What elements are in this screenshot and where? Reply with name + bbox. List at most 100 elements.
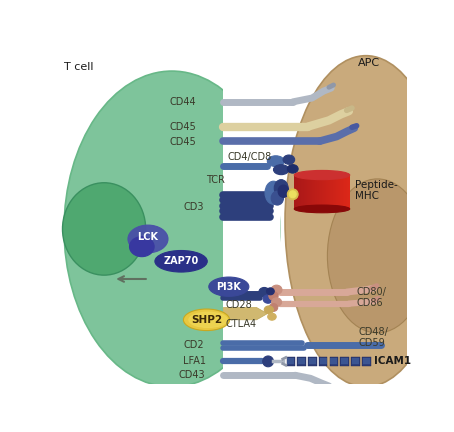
Bar xyxy=(226,67,280,383)
Ellipse shape xyxy=(287,189,298,200)
Bar xyxy=(316,175,317,209)
Text: CD28: CD28 xyxy=(226,300,252,310)
Bar xyxy=(345,175,346,209)
Ellipse shape xyxy=(289,191,296,198)
Ellipse shape xyxy=(294,170,350,180)
Ellipse shape xyxy=(265,181,282,204)
Bar xyxy=(347,175,348,209)
Ellipse shape xyxy=(263,295,273,303)
Bar xyxy=(308,175,309,209)
Bar xyxy=(306,175,307,209)
Text: CD45: CD45 xyxy=(169,137,196,147)
Bar xyxy=(320,175,321,209)
Ellipse shape xyxy=(285,56,447,387)
Bar xyxy=(319,175,320,209)
Bar xyxy=(341,358,348,365)
Text: CTLA4: CTLA4 xyxy=(226,319,257,330)
Bar xyxy=(352,358,359,365)
Bar xyxy=(309,175,310,209)
Bar xyxy=(324,175,325,209)
Bar xyxy=(321,175,322,209)
Text: ICAM1: ICAM1 xyxy=(375,356,411,366)
Bar xyxy=(294,175,295,209)
Bar xyxy=(344,175,345,209)
Bar xyxy=(287,358,294,365)
Bar xyxy=(300,175,301,209)
Bar xyxy=(363,358,370,365)
Ellipse shape xyxy=(266,288,274,295)
Ellipse shape xyxy=(268,313,276,320)
Text: PI3K: PI3K xyxy=(217,282,241,292)
Ellipse shape xyxy=(129,237,154,257)
Text: CD2: CD2 xyxy=(183,340,204,350)
Bar xyxy=(330,175,331,209)
Bar xyxy=(305,175,306,209)
Text: CD48/
CD59: CD48/ CD59 xyxy=(358,327,388,348)
Bar xyxy=(315,175,316,209)
Bar xyxy=(318,175,319,209)
Ellipse shape xyxy=(264,306,273,314)
Bar xyxy=(334,175,335,209)
Text: CD3: CD3 xyxy=(183,202,204,213)
Ellipse shape xyxy=(271,191,283,205)
Ellipse shape xyxy=(327,179,428,333)
Bar xyxy=(327,175,328,209)
Ellipse shape xyxy=(209,277,249,296)
Bar xyxy=(331,175,332,209)
Bar xyxy=(340,175,341,209)
Bar xyxy=(343,175,344,209)
Bar xyxy=(307,175,308,209)
Bar xyxy=(340,357,349,366)
Ellipse shape xyxy=(128,225,168,253)
Bar xyxy=(298,358,305,365)
Bar xyxy=(309,358,316,365)
Text: Peptide-
MHC: Peptide- MHC xyxy=(355,180,398,201)
Bar xyxy=(286,357,295,366)
Ellipse shape xyxy=(63,183,146,275)
Bar xyxy=(328,175,329,209)
Bar xyxy=(326,175,327,209)
Bar xyxy=(335,175,336,209)
Bar xyxy=(319,357,327,366)
Bar xyxy=(341,175,342,209)
Bar xyxy=(314,175,315,209)
Text: CD44: CD44 xyxy=(169,97,196,107)
Bar xyxy=(308,357,316,366)
Bar xyxy=(351,357,360,366)
Bar xyxy=(331,358,337,365)
Bar xyxy=(323,175,324,209)
Bar xyxy=(329,175,330,209)
Ellipse shape xyxy=(189,312,227,327)
Text: CD43: CD43 xyxy=(178,370,205,380)
Text: CD80/
CD86: CD80/ CD86 xyxy=(357,287,386,308)
Ellipse shape xyxy=(267,156,284,167)
Bar xyxy=(320,358,326,365)
Bar xyxy=(346,175,347,209)
Ellipse shape xyxy=(269,304,278,311)
Text: CD45: CD45 xyxy=(169,121,196,131)
Bar xyxy=(333,175,334,209)
Bar xyxy=(223,67,231,383)
Bar xyxy=(322,175,323,209)
Text: SHP2: SHP2 xyxy=(191,315,222,325)
Bar xyxy=(332,175,333,209)
Bar xyxy=(348,175,349,209)
Ellipse shape xyxy=(294,205,350,213)
Bar xyxy=(296,175,297,209)
Ellipse shape xyxy=(278,185,289,197)
Bar xyxy=(302,175,303,209)
Bar xyxy=(349,175,350,209)
Bar xyxy=(295,175,296,209)
Ellipse shape xyxy=(274,180,288,197)
Bar xyxy=(297,175,298,209)
Bar xyxy=(304,175,305,209)
Bar xyxy=(299,175,300,209)
Bar xyxy=(336,175,337,209)
Text: APC: APC xyxy=(358,57,380,68)
Text: LFA1: LFA1 xyxy=(183,356,207,366)
PathPatch shape xyxy=(223,308,267,320)
Bar xyxy=(338,175,339,209)
Ellipse shape xyxy=(259,287,270,297)
Bar xyxy=(298,175,299,209)
Bar xyxy=(342,175,343,209)
